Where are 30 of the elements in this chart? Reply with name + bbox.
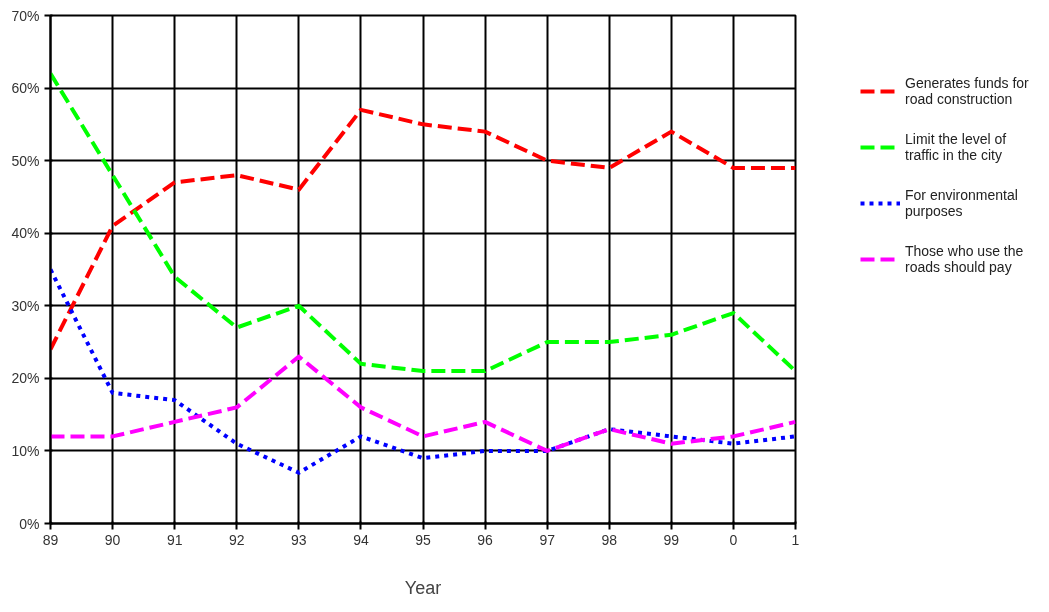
x-tick-label: 98 xyxy=(601,531,618,548)
y-tick-label: 10% xyxy=(11,442,40,459)
line-series xyxy=(50,107,796,352)
x-tick-label: 96 xyxy=(477,531,494,548)
x-axis-title: Year xyxy=(404,577,442,598)
x-tick-label: 90 xyxy=(104,531,121,548)
x-tick-label: 99 xyxy=(663,531,680,548)
x-tick-label: 92 xyxy=(228,531,245,548)
legend-label: For environmental purposes xyxy=(905,187,1018,219)
x-tick-label: 89 xyxy=(42,531,59,548)
legend-label: Generates funds for road construction xyxy=(905,75,1029,107)
y-tick-label: 70% xyxy=(11,7,40,24)
x-tick-label: 91 xyxy=(166,531,183,548)
y-tick-label: 40% xyxy=(11,225,40,242)
line-series xyxy=(50,354,796,453)
x-tick-label: 93 xyxy=(291,531,307,548)
legend-label: Limit the level of traffic in the city xyxy=(905,131,1007,163)
y-tick-label: 30% xyxy=(11,297,40,314)
y-tick-label: 0% xyxy=(19,515,40,532)
line-series xyxy=(50,71,796,374)
y-tick-label: 50% xyxy=(11,152,40,169)
line-series xyxy=(50,267,796,475)
x-tick-label: 97 xyxy=(539,531,556,548)
x-tick-label: 95 xyxy=(415,531,431,548)
y-tick-label: 20% xyxy=(11,370,40,387)
x-tick-label: 1 xyxy=(791,531,800,548)
legend-label: Those who use the roads should pay xyxy=(905,243,1024,275)
y-tick-label: 60% xyxy=(11,80,40,97)
x-tick-label: 94 xyxy=(353,531,369,548)
x-tick-label: 0 xyxy=(729,531,738,548)
